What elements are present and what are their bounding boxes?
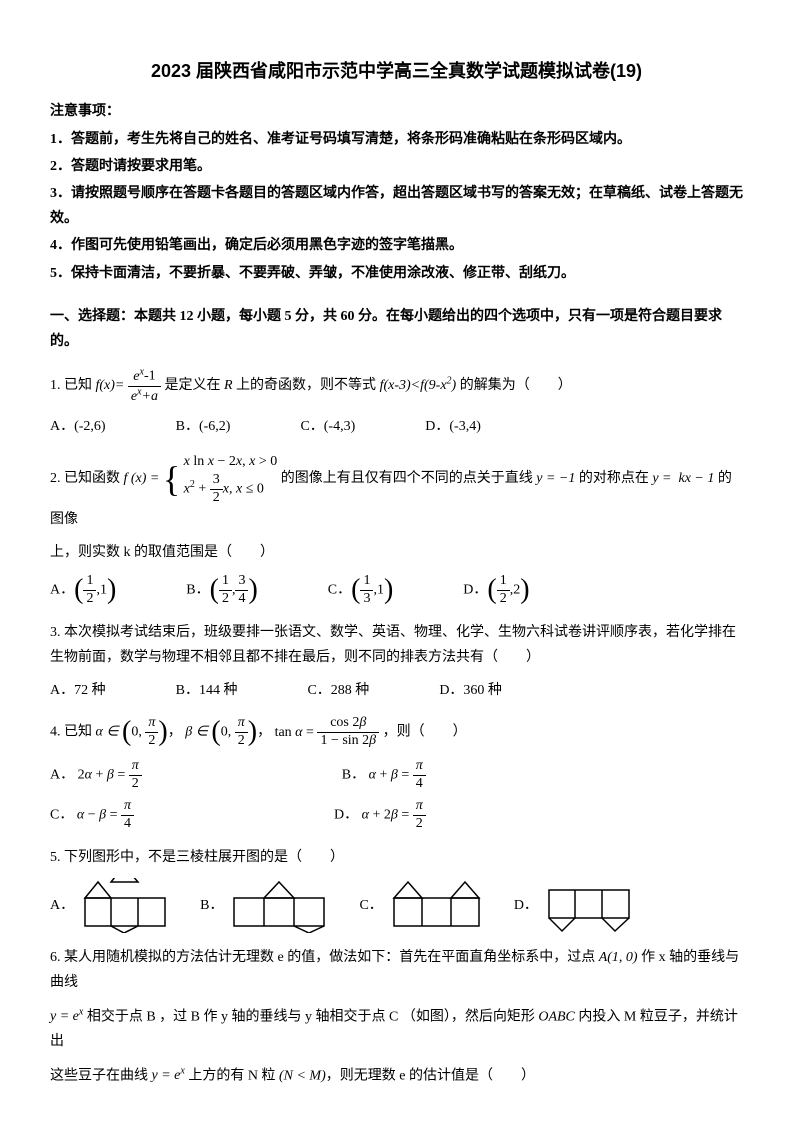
q2-opt-b: B．(12,34)	[186, 573, 258, 608]
q4-alpha: α ∈	[96, 725, 123, 740]
q6-ex1: y = ex	[50, 1009, 83, 1024]
q1-opt-d: D．(-3,4)	[425, 414, 481, 439]
q5-label-d: D．	[514, 893, 538, 918]
q4-opt-c: C． α − β = π4	[50, 798, 134, 833]
net-d-icon	[544, 878, 634, 933]
q4-suffix: ，则（ ）	[383, 725, 467, 740]
q4-opt-d: D． α + 2β = π2	[334, 798, 426, 833]
q4-opt-b: B． α + β = π4	[342, 758, 426, 793]
q5-text: 5. 下列图形中，不是三棱柱展开图的是（ ）	[50, 845, 743, 870]
q4-row2: C． α − β = π4 D． α + 2β = π2	[50, 798, 743, 833]
q5-label-a: A．	[50, 893, 74, 918]
q6-A: A(1, 0)	[599, 950, 638, 965]
q6-l1a: 6. 某人用随机模拟的方法估计无理数 e 的值，做法如下：首先在平面直角坐标系中…	[50, 950, 599, 965]
q3-opt-c: C．288 种	[307, 678, 369, 703]
q6-l3a: 这些豆子在曲线	[50, 1068, 152, 1083]
q2-fx: f (x) =	[124, 471, 163, 486]
q2-piecewise: x ln x − 2x, x > 0 x2 + 32x, x ≤ 0	[184, 451, 278, 507]
q1-mid2: 上的奇函数，则不等式	[236, 378, 380, 393]
q5-opt-d: D．	[514, 878, 634, 933]
q6-OABC: OABC	[538, 1009, 575, 1024]
q3-options: A．72 种 B．144 种 C．288 种 D．360 种	[50, 678, 743, 703]
q5-opt-b: B．	[200, 878, 329, 933]
question-3: 3. 本次模拟考试结束后，班级要排一张语文、数学、英语、物理、化学、生物六科试卷…	[50, 620, 743, 704]
q2-line2: 上，则实数 k 的取值范围是（ ）	[50, 540, 743, 565]
q2-opt-c: C．(13,1)	[328, 573, 394, 608]
question-6: 6. 某人用随机模拟的方法估计无理数 e 的值，做法如下：首先在平面直角坐标系中…	[50, 945, 743, 1088]
net-b-icon	[229, 878, 329, 933]
q5-opt-a: A．	[50, 878, 170, 933]
q2-mid2: 的对称点在	[579, 471, 653, 486]
q3-opt-d: D．360 种	[439, 678, 502, 703]
notice-5: 5．保持卡面清洁，不要折暴、不要弄破、弄皱，不准使用涂改液、修正带、刮纸刀。	[50, 261, 743, 286]
q6-line1: 6. 某人用随机模拟的方法估计无理数 e 的值，做法如下：首先在平面直角坐标系中…	[50, 945, 743, 995]
q2-opt-d: D．(12,2)	[463, 573, 529, 608]
q1-opt-a: A．(-2,6)	[50, 414, 106, 439]
q6-line2: y = ex 相交于点 B ，过 B 作 y 轴的垂线与 y 轴相交于点 C （…	[50, 1004, 743, 1055]
question-4: 4. 已知 α ∈ (0, π2)， β ∈ (0, π2)， tan α = …	[50, 715, 743, 833]
exam-title: 2023 届陕西省咸阳市示范中学高三全真数学试题模拟试卷(19)	[50, 55, 743, 87]
q4-row1: A． 2α + β = π2 B． α + β = π4	[50, 758, 743, 793]
q1-R: R	[224, 378, 233, 393]
q1-opt-b: B．(-6,2)	[176, 414, 231, 439]
q1-prefix: 1. 已知	[50, 378, 92, 393]
q1-text: 1. 已知 f(x)= ex-1ex+a 是定义在 R 上的奇函数，则不等式 f…	[50, 366, 743, 406]
q4-beta: β ∈	[185, 725, 211, 740]
q1-opt-c: C．(-4,3)	[300, 414, 355, 439]
q2-line: y = −1	[536, 471, 575, 486]
q1-fraction: ex-1ex+a	[128, 366, 161, 406]
q4-opt-a: A． 2α + β = π2	[50, 758, 142, 793]
q4-tan: tan α = cos 2β1 − sin 2β	[275, 725, 380, 740]
q1-mid: 是定义在	[165, 378, 225, 393]
q2-text: 2. 已知函数 f (x) = { x ln x − 2x, x > 0 x2 …	[50, 451, 743, 532]
q5-label-c: C．	[359, 893, 382, 918]
question-2: 2. 已知函数 f (x) = { x ln x − 2x, x > 0 x2 …	[50, 451, 743, 608]
q2-mid: 的图像上有且仅有四个不同的点关于直线	[281, 471, 537, 486]
notice-3: 3．请按照题号顺序在答题卡各题目的答题区域内作答，超出答题区域书写的答案无效；在…	[50, 181, 743, 231]
q5-options: A． B．	[50, 878, 743, 933]
net-a-icon	[80, 878, 170, 933]
q5-opt-c: C．	[359, 878, 483, 933]
q6-l3c: ，则无理数 e 的估计值是（ ）	[326, 1068, 535, 1083]
q2-options: A．(12,1) B．(12,34) C．(13,1) D．(12,2)	[50, 573, 743, 608]
q3-opt-b: B．144 种	[176, 678, 238, 703]
q6-ex2: y = ex	[152, 1068, 185, 1083]
question-5: 5. 下列图形中，不是三棱柱展开图的是（ ） A． B．	[50, 845, 743, 933]
q2-opt-a: A．(12,1)	[50, 573, 116, 608]
section-1-header: 一、选择题：本题共 12 小题，每小题 5 分，共 60 分。在每小题给出的四个…	[50, 304, 743, 354]
q6-l2a: 相交于点 B ，过 B 作 y 轴的垂线与 y 轴相交于点 C （如图），然后向…	[83, 1009, 538, 1024]
q4-prefix: 4. 已知	[50, 725, 92, 740]
net-c-icon	[389, 878, 484, 933]
q1-suffix: 的解集为（ ）	[460, 378, 572, 393]
notice-1: 1．答题前，考生先将自己的姓名、准考证号码填写清楚，将条形码准确粘贴在条形码区域…	[50, 127, 743, 152]
q6-l3b: 上方的有 N 粒	[185, 1068, 279, 1083]
notice-2: 2．答题时请按要求用笔。	[50, 154, 743, 179]
q3-text: 3. 本次模拟考试结束后，班级要排一张语文、数学、英语、物理、化学、生物六科试卷…	[50, 620, 743, 670]
q2-prefix: 2. 已知函数	[50, 471, 120, 486]
notice-header: 注意事项：	[50, 99, 743, 124]
q2-kx: y = kx − 1	[652, 471, 714, 486]
q6-NM: (N < M)	[279, 1068, 326, 1083]
q1-options: A．(-2,6) B．(-6,2) C．(-4,3) D．(-3,4)	[50, 414, 743, 439]
q4-text: 4. 已知 α ∈ (0, π2)， β ∈ (0, π2)， tan α = …	[50, 715, 743, 750]
q5-label-b: B．	[200, 893, 223, 918]
notice-4: 4．作图可先使用铅笔画出，确定后必须用黑色字迹的签字笔描黑。	[50, 233, 743, 258]
q1-ineq: f(x-3)<f(9-x2)	[380, 378, 457, 393]
question-1: 1. 已知 f(x)= ex-1ex+a 是定义在 R 上的奇函数，则不等式 f…	[50, 366, 743, 439]
q1-fx: f(x)=	[96, 378, 125, 393]
q3-opt-a: A．72 种	[50, 678, 106, 703]
q2-brace: {	[163, 465, 180, 494]
q6-line3: 这些豆子在曲线 y = ex 上方的有 N 粒 (N < M)，则无理数 e 的…	[50, 1063, 743, 1089]
